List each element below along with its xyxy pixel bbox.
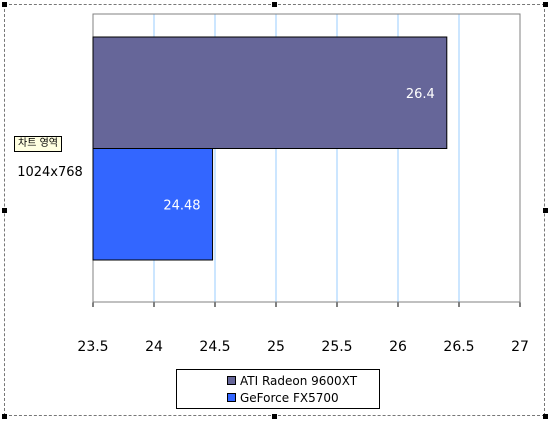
resize-handle-top-center[interactable] [272,2,277,7]
legend-label-series-1: ATI Radeon 9600XT [240,374,358,388]
bar-2 [92,148,214,261]
resize-handle-top-left[interactable] [2,2,7,7]
x-tick-label: 25 [267,339,285,355]
bar-1 [92,36,448,149]
x-tick-label: 26 [389,339,407,355]
x-tick-label: 26.5 [443,339,474,355]
resize-handle-bottom-left[interactable] [2,414,7,419]
chart-area-tooltip: 차트 영역 [14,136,62,152]
y-category-label: 1024x768 [17,165,83,180]
resize-handle-middle-left[interactable] [2,208,7,213]
resize-handle-middle-right[interactable] [543,208,548,213]
x-tick-label: 24 [145,339,163,355]
x-tick-label: 24.5 [199,339,230,355]
data-label-1: 26.4 [406,87,435,102]
resize-handle-bottom-right[interactable] [543,414,548,419]
legend-item-series-2[interactable]: GeForce FX5700 [227,390,339,406]
legend-label-series-2: GeForce FX5700 [240,391,339,405]
legend-swatch-series-1 [227,376,236,385]
legend[interactable]: ATI Radeon 9600XT GeForce FX5700 [176,369,380,409]
x-tick-label: 27 [511,339,529,355]
resize-handle-bottom-center[interactable] [272,414,277,419]
x-tick-label: 23.5 [77,339,108,355]
legend-item-series-1[interactable]: ATI Radeon 9600XT [227,373,357,389]
resize-handle-top-right[interactable] [543,2,548,7]
legend-swatch-series-2 [227,393,236,402]
data-label-2: 24.48 [163,198,200,213]
x-tick-label: 25.5 [321,339,352,355]
